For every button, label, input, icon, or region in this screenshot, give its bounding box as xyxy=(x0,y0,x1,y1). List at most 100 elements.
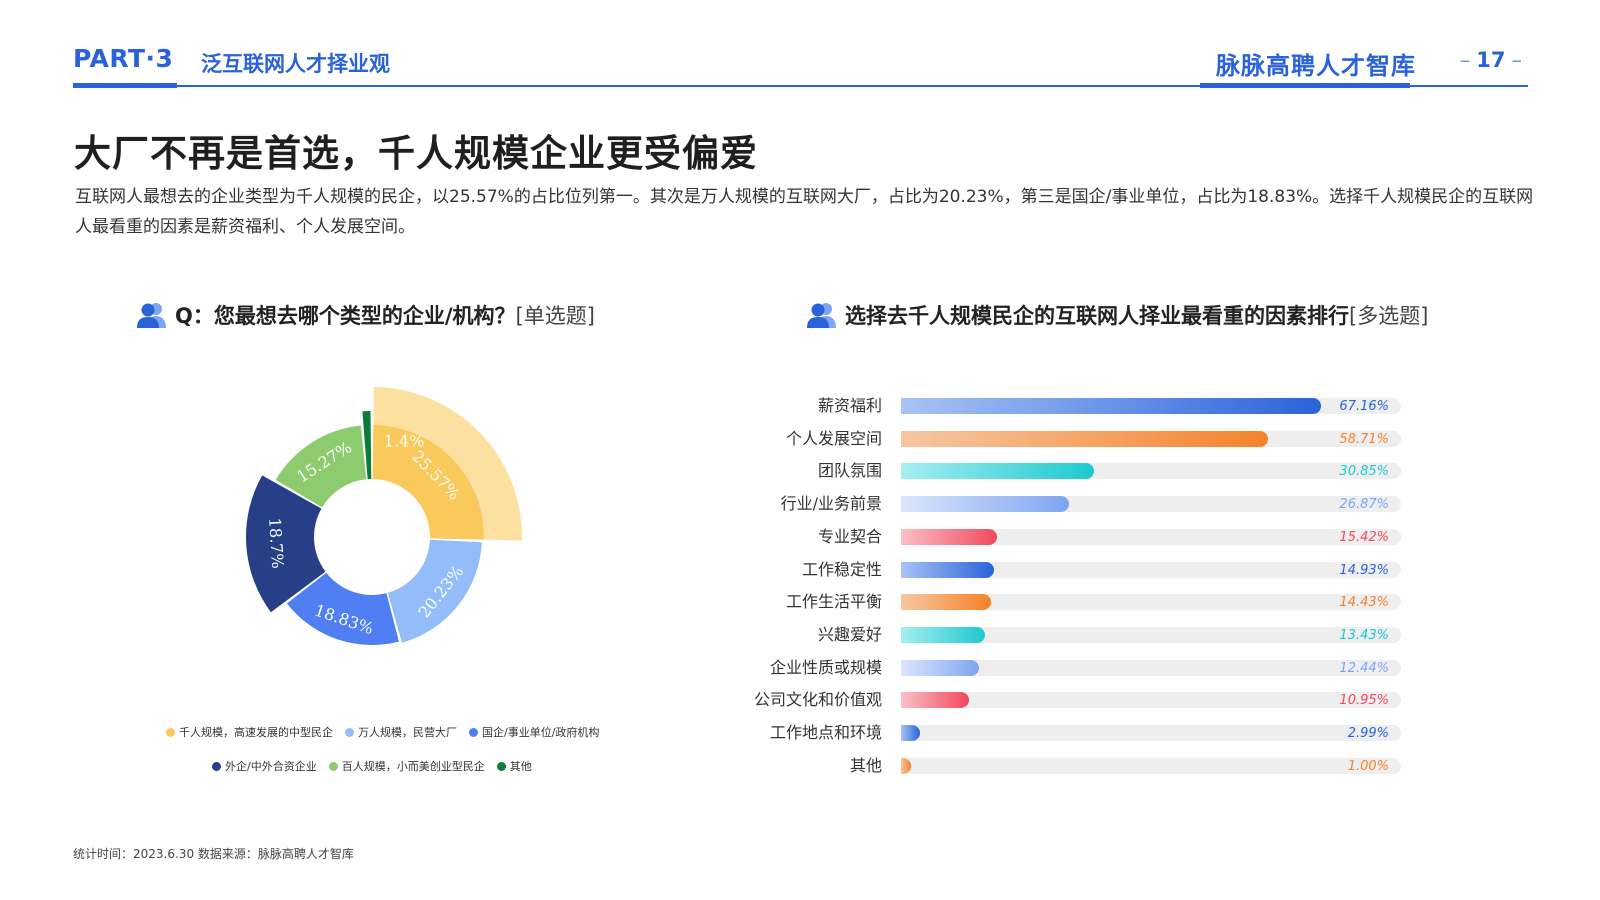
legend-item: 外企/中外合资企业 xyxy=(212,758,317,774)
bar-track: 14.43% xyxy=(901,594,1401,611)
bar-value-label: 67.16% xyxy=(1339,399,1389,414)
donut-legend-row-1: 千人规模，高速发展的中型民企 万人规模，民营大厂 国企/事业单位/政府机构 xyxy=(166,724,611,740)
bar xyxy=(901,757,911,774)
bar xyxy=(901,561,995,578)
bar xyxy=(901,692,970,709)
bar-track: 12.44% xyxy=(901,659,1401,676)
donut-slice-label: 1.4% xyxy=(384,432,425,451)
donut-chart-title: Q：您最想去哪个类型的企业/机构？ [单选题] xyxy=(137,300,595,330)
bar-category-label: 兴趣爱好 xyxy=(817,624,882,644)
donut-chart-title-suffix: [单选题] xyxy=(515,304,595,328)
legend-item: 千人规模，高速发展的中型民企 xyxy=(166,724,333,740)
donut-slice-label: 18.7% xyxy=(265,517,287,569)
bar xyxy=(901,496,1069,513)
bar-chart-title-text: 选择去千人规模民企的互联网人择业最看重的因素排行 xyxy=(845,304,1349,328)
bar-track: 67.16% xyxy=(901,398,1401,414)
header-rule-accent-right xyxy=(1200,83,1410,88)
bar-category-label: 公司文化和价值观 xyxy=(753,690,882,710)
bar-chart: 薪资福利 67.16% 个人发展空间 58.71% 团队氛围 30.85% 行业/业务前景 2… xyxy=(740,396,1420,796)
section-title: 泛互联网人才择业观 xyxy=(201,52,390,76)
header-rule xyxy=(73,85,1528,87)
donut-slice xyxy=(362,411,372,480)
legend-item: 百人规模，小而美创业型民企 xyxy=(328,758,485,774)
page-number-value: 17 xyxy=(1476,48,1506,72)
bar-value-label: 26.87% xyxy=(1339,497,1389,513)
bar xyxy=(901,594,992,611)
bar xyxy=(901,430,1268,447)
bar-row: 兴趣爱好 13.43% xyxy=(740,625,1420,645)
bar-row: 工作地点和环境 2.99% xyxy=(740,723,1420,743)
bar-category-label: 企业性质或规模 xyxy=(769,657,882,677)
bar-row: 团队氛围 30.85% xyxy=(740,461,1420,481)
bar xyxy=(901,725,920,741)
bar-track: 14.93% xyxy=(901,561,1401,578)
legend-swatch xyxy=(328,761,338,771)
bar-track: 13.43% xyxy=(901,626,1401,643)
part-label: PART·3 xyxy=(73,44,174,73)
bar-category-label: 工作生活平衡 xyxy=(785,592,882,612)
bar-value-label: 14.93% xyxy=(1339,562,1389,578)
bar xyxy=(901,626,985,643)
page-header: PART·3 泛互联网人才择业观 脉脉高聘人才智库 –17– xyxy=(73,40,1528,88)
donut-chart: 25.57%20.23%18.83%18.7%15.27% 1.4% xyxy=(246,387,522,645)
bar-value-label: 1.00% xyxy=(1347,758,1389,774)
bar-row: 工作生活平衡 14.43% xyxy=(740,592,1420,612)
bar-value-label: 2.99% xyxy=(1347,726,1389,741)
legend-swatch xyxy=(212,761,221,771)
bar-category-label: 薪资福利 xyxy=(817,396,882,415)
legend-label: 外企/中外合资企业 xyxy=(225,760,317,773)
donut-slice xyxy=(387,539,482,643)
bar-row: 个人发展空间 58.71% xyxy=(740,429,1420,449)
bar-track: 1.00% xyxy=(901,757,1401,774)
donut-slice xyxy=(372,425,484,540)
bar-track: 10.95% xyxy=(901,692,1401,709)
bar-category-label: 其他 xyxy=(849,755,882,775)
legend-item: 国企/事业单位/政府机构 xyxy=(469,724,599,740)
bar-row: 其他 1.00% xyxy=(740,756,1420,776)
bar-value-label: 58.71% xyxy=(1339,431,1389,447)
bar-category-label: 个人发展空间 xyxy=(785,428,882,448)
legend-label: 万人规模，民营大厂 xyxy=(358,726,457,739)
bar xyxy=(901,398,1321,414)
bar-row: 企业性质或规模 12.44% xyxy=(740,658,1420,678)
bar-row: 行业/业务前景 26.87% xyxy=(740,494,1420,514)
page-title: 大厂不再是首选，千人规模企业更受偏爱 xyxy=(74,132,758,175)
bar-value-label: 30.85% xyxy=(1339,464,1389,480)
legend-swatch xyxy=(166,727,175,737)
brand-name: 脉脉高聘人才智库 xyxy=(1216,52,1416,80)
bar xyxy=(901,659,979,676)
bar-row: 专业契合 15.42% xyxy=(740,527,1420,547)
bar-category-label: 工作地点和环境 xyxy=(769,723,882,742)
donut-slice xyxy=(275,425,367,508)
bar xyxy=(901,528,998,545)
donut-legend-row-2: 外企/中外合资企业 百人规模，小而美创业型民企 其他 xyxy=(212,758,544,774)
bar-row: 公司文化和价值观 10.95% xyxy=(740,690,1420,710)
page-description: 互联网人最想去的企业类型为千人规模的民企，以25.57%的占比位列第一。其次是万… xyxy=(75,187,1534,237)
legend-item: 万人规模，民营大厂 xyxy=(345,724,457,740)
legend-label: 百人规模，小而美创业型民企 xyxy=(341,760,485,773)
bar-row: 工作稳定性 14.93% xyxy=(740,560,1420,580)
legend-label: 千人规模，高速发展的中型民企 xyxy=(179,726,333,739)
bar-value-label: 10.95% xyxy=(1339,693,1389,709)
legend-swatch xyxy=(496,761,506,771)
legend-swatch xyxy=(469,727,478,737)
legend-label: 其他 xyxy=(509,760,532,773)
bar-category-label: 团队氛围 xyxy=(817,461,882,481)
legend-label: 国企/事业单位/政府机构 xyxy=(482,726,600,739)
bar-chart-title-suffix: [多选题] xyxy=(1349,304,1429,328)
legend-item: 其他 xyxy=(496,758,532,774)
donut-slice xyxy=(246,475,326,613)
bar-category-label: 行业/业务前景 xyxy=(780,494,882,514)
bar-track: 58.71% xyxy=(901,430,1401,447)
bar-track: 26.87% xyxy=(901,496,1401,513)
bar-track: 30.85% xyxy=(901,463,1401,480)
people-icon xyxy=(807,303,836,328)
bar-track: 2.99% xyxy=(901,725,1401,741)
bar-track: 15.42% xyxy=(901,528,1401,545)
page-dash-right: – xyxy=(1511,48,1523,72)
bar-value-label: 15.42% xyxy=(1339,529,1389,545)
bar-value-label: 14.43% xyxy=(1339,595,1389,611)
page-number: –17– xyxy=(1454,48,1528,72)
people-icon xyxy=(137,303,166,328)
bar-row: 薪资福利 67.16% xyxy=(740,396,1420,416)
